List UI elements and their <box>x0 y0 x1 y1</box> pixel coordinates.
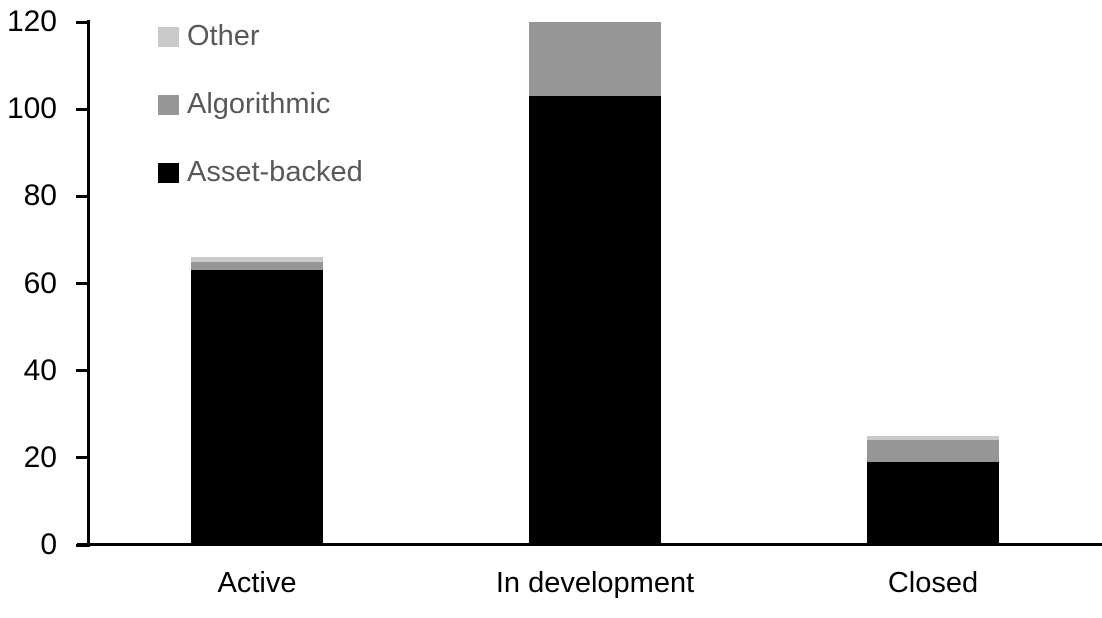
bar-segment-asset-backed-in-development <box>529 96 661 545</box>
legend-swatch-icon <box>158 162 179 183</box>
x-tick-label-active: Active <box>217 567 297 599</box>
bar-segment-algorithmic-active <box>191 261 323 271</box>
y-tick-label: 0 <box>40 528 57 561</box>
y-tick-label: 40 <box>23 353 57 387</box>
y-tick-mark <box>76 194 90 198</box>
x-tick-label-in-development: In development <box>495 567 695 599</box>
x-tick-label-closed: Closed <box>887 567 979 599</box>
y-tick-label: 100 <box>6 92 57 126</box>
y-tick-label: 120 <box>6 5 57 38</box>
y-tick-mark <box>76 543 90 547</box>
legend-label: Algorithmic <box>187 88 331 120</box>
y-tick-label: 60 <box>23 266 57 300</box>
bar-segment-asset-backed-active <box>191 270 323 545</box>
y-tick-mark <box>76 107 90 111</box>
bar-segment-other-active <box>191 257 323 262</box>
y-tick-mark <box>76 20 90 24</box>
y-tick-mark <box>76 456 90 460</box>
y-tick-mark <box>76 369 90 373</box>
legend-item-asset-backed: Asset-backed <box>158 158 363 187</box>
bar-segment-other-closed <box>867 436 999 441</box>
legend-label: Other <box>187 20 260 52</box>
legend-item-algorithmic: Algorithmic <box>158 90 330 119</box>
legend-item-other: Other <box>158 22 260 51</box>
legend-swatch-icon <box>158 94 179 115</box>
bar-segment-asset-backed-closed <box>867 462 999 545</box>
y-tick-label: 20 <box>23 440 57 474</box>
y-tick-mark <box>76 282 90 285</box>
bar-segment-algorithmic-closed <box>867 440 999 463</box>
y-tick-label: 80 <box>23 179 57 213</box>
legend-label: Asset-backed <box>187 156 363 188</box>
bar-segment-algorithmic-in-development <box>529 22 661 97</box>
legend-swatch-icon <box>158 26 179 47</box>
